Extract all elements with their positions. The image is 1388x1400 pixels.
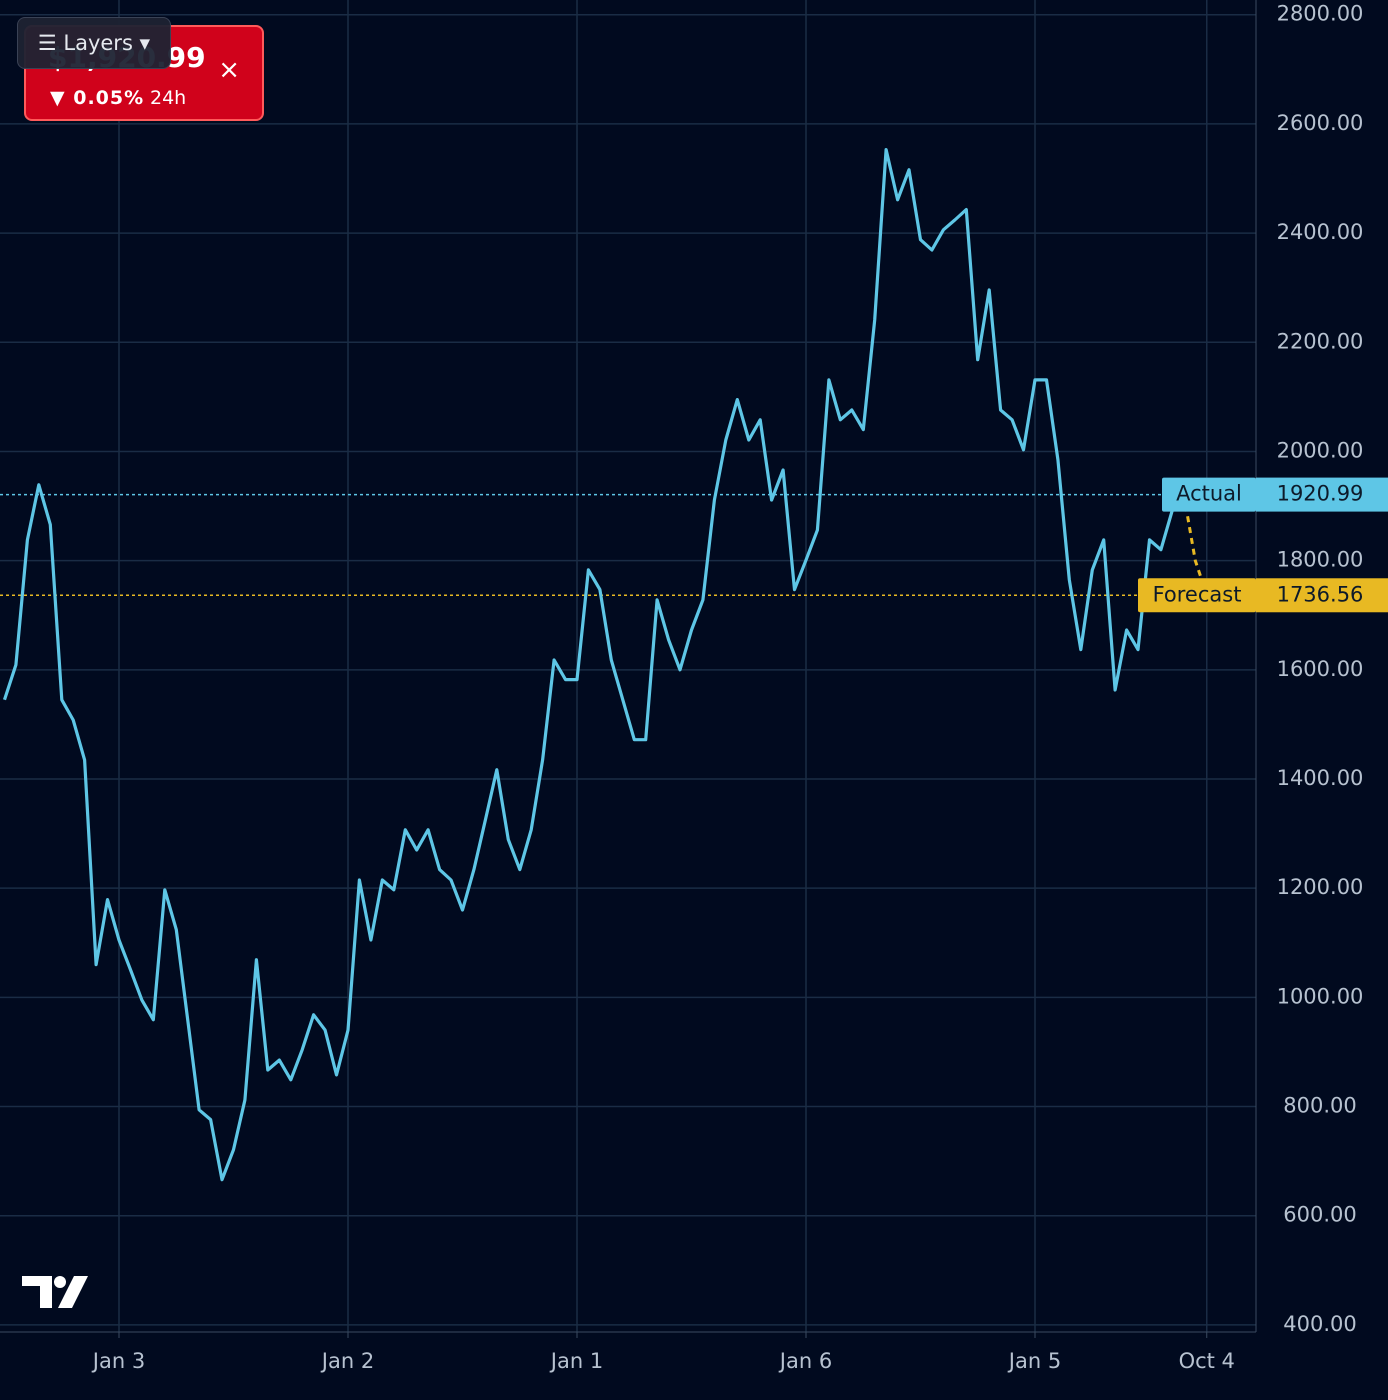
x-tick-label: Jan 1: [549, 1349, 603, 1373]
series-tag-bg: [1162, 477, 1256, 512]
y-tick-label: 2400.00: [1277, 220, 1364, 244]
y-tick-label: 1400.00: [1277, 766, 1364, 790]
series-tag-bg: [1138, 578, 1256, 613]
series-tag: Forecast: [1153, 582, 1242, 606]
layers-button[interactable]: ☰ Layers ▾: [17, 17, 171, 69]
logo: [22, 1276, 88, 1308]
series-line: [2, 148, 1186, 1182]
y-tick-label: 1600.00: [1277, 657, 1364, 681]
close-button[interactable]: ×: [218, 55, 240, 85]
series-tag: Actual: [1176, 482, 1242, 506]
y-tick-label: 800.00: [1283, 1094, 1356, 1118]
period: 24h: [150, 87, 187, 109]
y-tick-label: 2600.00: [1277, 111, 1364, 135]
x-tick-label: Jan 2: [320, 1349, 374, 1373]
change: ▼ 0.05%: [50, 87, 145, 109]
price-tag-bg: [1256, 477, 1388, 512]
y-tick-label: 2000.00: [1277, 438, 1364, 462]
y-tick-label: 1000.00: [1277, 984, 1364, 1008]
price-tag-bg: [1256, 578, 1388, 613]
x-tick-label: Jan 6: [778, 1349, 832, 1373]
x-tick-label: Jan 5: [1007, 1349, 1061, 1373]
y-tick-label: 400.00: [1283, 1312, 1356, 1336]
y-tick-label: 2800.00: [1277, 2, 1364, 26]
x-tick-label: Oct 4: [1179, 1349, 1235, 1373]
y-tick-label: 600.00: [1283, 1203, 1356, 1227]
y-tick-label: 2200.00: [1277, 329, 1364, 353]
price-tag: 1736.56: [1277, 582, 1364, 606]
price-tag: 1920.99: [1277, 482, 1364, 506]
y-tick-label: 1800.00: [1277, 548, 1364, 572]
x-tick-label: Jan 3: [91, 1349, 145, 1373]
y-tick-label: 1200.00: [1277, 875, 1364, 899]
